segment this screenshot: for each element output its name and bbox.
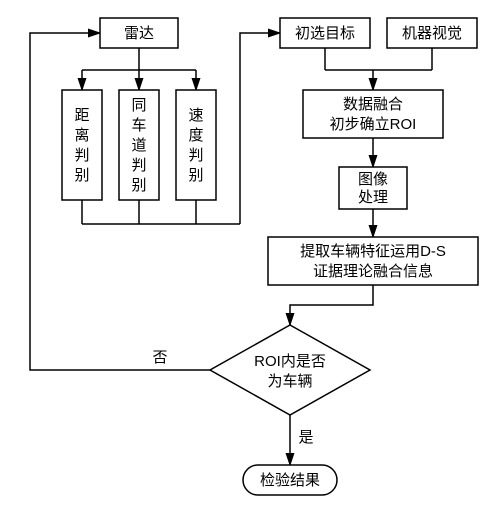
- label-imgproc-l2: 处理: [358, 189, 388, 206]
- svg-text:别: 别: [188, 167, 203, 184]
- svg-text:判: 判: [131, 157, 146, 174]
- label-radar: 雷达: [124, 25, 154, 42]
- svg-text:距: 距: [74, 107, 89, 124]
- svg-text:别: 别: [74, 167, 89, 184]
- label-imgproc-l1: 图像: [358, 171, 388, 188]
- label-lane: 同车道判别: [131, 97, 146, 194]
- label-extract-l2: 证据理论融合信息: [313, 263, 433, 280]
- svg-text:离: 离: [74, 127, 89, 144]
- label-fusion-l1: 数据融合: [343, 96, 403, 113]
- label-decision-l2: 为车辆: [267, 373, 312, 390]
- label-primary: 初选目标: [295, 25, 355, 42]
- svg-text:度: 度: [188, 127, 203, 144]
- svg-text:车: 车: [131, 117, 146, 134]
- label-edge-yes: 是: [298, 429, 313, 446]
- label-vision: 机器视觉: [402, 25, 462, 42]
- edge-bus-to-primary: [240, 33, 280, 224]
- edge-decision-no: [30, 33, 210, 370]
- label-decision-l1: ROI内是否: [254, 353, 326, 370]
- svg-text:速: 速: [188, 107, 203, 124]
- svg-text:同: 同: [131, 97, 146, 114]
- svg-text:道: 道: [131, 137, 146, 154]
- edge-extract-decision: [290, 285, 373, 325]
- label-fusion-l2: 初步确立ROI: [330, 116, 417, 133]
- label-edge-no: 否: [152, 349, 167, 366]
- svg-text:判: 判: [74, 147, 89, 164]
- label-result: 检验结果: [260, 472, 320, 489]
- node-decision: [210, 325, 370, 415]
- svg-text:判: 判: [188, 147, 203, 164]
- svg-text:别: 别: [131, 177, 146, 194]
- label-extract-l1: 提取车辆特征运用D-S: [300, 243, 446, 260]
